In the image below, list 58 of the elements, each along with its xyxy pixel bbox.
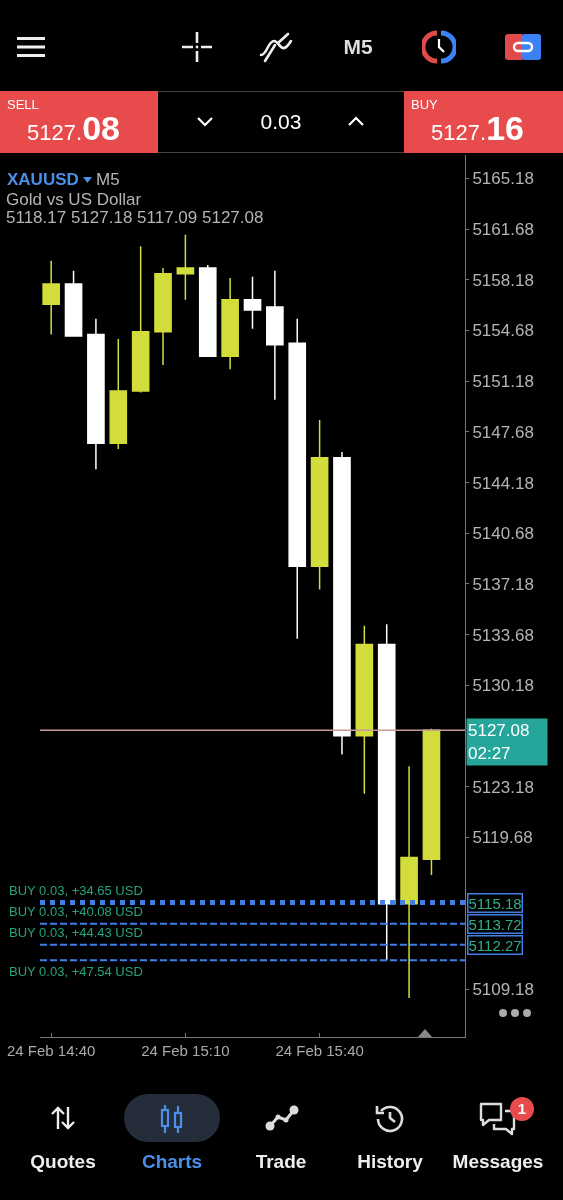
- x-tick-label: 24 Feb 15:40: [275, 1042, 364, 1059]
- text: Messages: [452, 1151, 544, 1173]
- candlestick: [266, 270, 284, 401]
- text: Gold vs US Dollar: [6, 190, 142, 209]
- ref-line-label: 5113.72: [468, 915, 522, 933]
- badge: 1: [510, 1097, 534, 1121]
- candlestick: [333, 451, 351, 756]
- candlestick: [422, 728, 441, 876]
- annotation: BUY 0.03, +44.43 USD: [9, 925, 143, 940]
- candlestick: [109, 338, 128, 450]
- candlestick: [400, 765, 418, 999]
- candlestick: [198, 264, 217, 358]
- text: History: [357, 1151, 423, 1173]
- candlestick: [221, 277, 239, 371]
- annotation: M5: [96, 170, 120, 190]
- candlestick: [176, 233, 195, 301]
- candlestick: [64, 270, 83, 337]
- text: Charts: [141, 1151, 203, 1173]
- y-tick-label: 5130.18: [472, 676, 534, 696]
- text: M5: [343, 35, 373, 59]
- y-tick-label: 5151.18: [472, 372, 534, 392]
- text: XAUUSD: [7, 170, 79, 190]
- annotation: 5118.17 5127.18 5117.09 5127.08: [6, 208, 264, 227]
- buy-button: BUY 5127.16: [404, 91, 563, 153]
- annotation: BUY 0.03, +47.54 USD: [9, 964, 143, 979]
- y-tick-label: 5147.68: [472, 422, 534, 442]
- candlestick: [42, 259, 61, 336]
- candlestick: [154, 267, 172, 366]
- ref-line-label: 5127.08: [468, 720, 530, 740]
- candlestick: [243, 275, 262, 330]
- y-tick-label: 5140.68: [472, 524, 534, 544]
- candlestick: [310, 419, 329, 591]
- x-tick-label: 24 Feb 15:10: [141, 1042, 230, 1059]
- y-tick-label: 5158.18: [472, 270, 534, 290]
- text: Trade: [255, 1151, 307, 1173]
- y-tick-label: 5144.18: [472, 473, 534, 493]
- annotation: BUY 0.03, +40.08 USD: [9, 904, 143, 919]
- x-tick-label: 24 Feb 14:40: [6, 1042, 96, 1059]
- ref-line-label: 5115.18: [468, 894, 522, 912]
- candlestick: [288, 317, 307, 640]
- ref-line-label: 5112.27: [468, 936, 522, 954]
- y-tick-label: 5109.18: [472, 980, 534, 1000]
- y-tick-label: 5133.68: [472, 625, 534, 645]
- annotation: BUY 0.03, +34.65 USD: [9, 883, 143, 898]
- candlestick: [355, 624, 374, 795]
- y-tick-label: 5137.18: [472, 574, 534, 594]
- y-tick-label: 5119.68: [472, 828, 533, 848]
- sell-button: SELL 5127.08: [0, 91, 158, 153]
- candlestick: [131, 245, 150, 394]
- y-tick-label: 5154.68: [472, 321, 534, 341]
- y-tick-label: 5161.68: [472, 220, 534, 240]
- candlestick: [87, 317, 105, 471]
- text: 02:27: [468, 743, 511, 763]
- text: Quotes: [30, 1151, 96, 1173]
- lot-field: 0.03: [158, 91, 404, 153]
- candlestick: [377, 623, 396, 961]
- y-tick-label: 5123.18: [472, 777, 534, 797]
- y-tick-label: 5165.18: [472, 169, 534, 189]
